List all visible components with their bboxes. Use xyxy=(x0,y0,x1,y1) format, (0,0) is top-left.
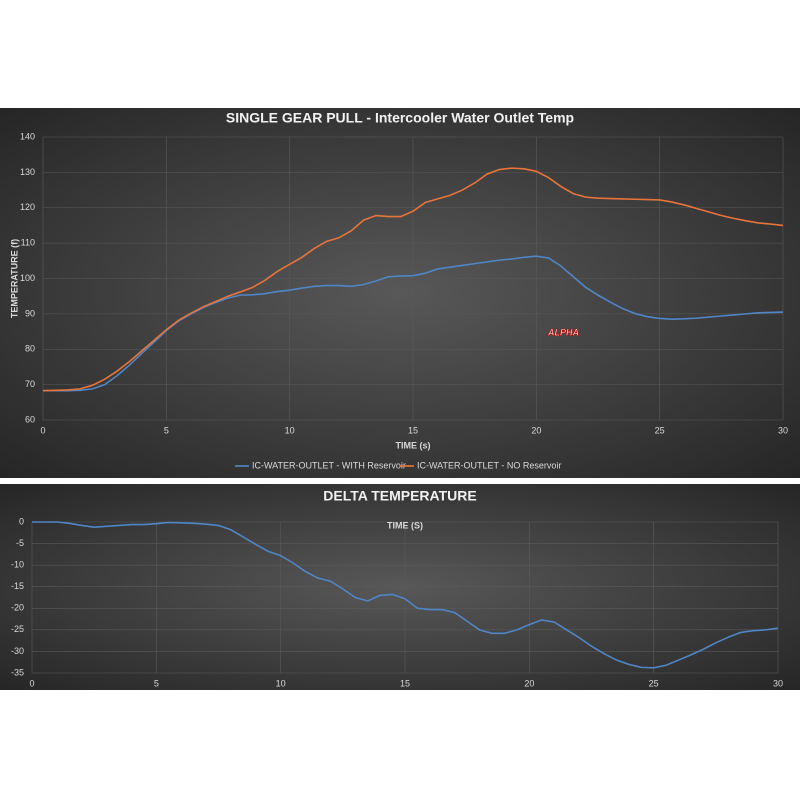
y-tick-label: -15 xyxy=(11,581,24,591)
y-tick-label: 100 xyxy=(20,273,35,283)
x-tick-label: 0 xyxy=(40,425,45,435)
y-tick-label: -25 xyxy=(11,624,24,634)
x-tick-label: 5 xyxy=(154,678,159,688)
x-tick-label: 20 xyxy=(531,425,541,435)
panel-background xyxy=(0,108,800,478)
y-tick-label: 90 xyxy=(25,308,35,318)
x-tick-label: 30 xyxy=(773,678,783,688)
data-line xyxy=(42,167,784,392)
legend-label: IC-WATER-OUTLET - NO Reservoir xyxy=(417,460,561,470)
y-tick-label: -30 xyxy=(11,646,24,656)
x-tick-label: 20 xyxy=(524,678,534,688)
x-tick-label: 25 xyxy=(655,425,665,435)
y-axis-label: TEMPERATURE (f) xyxy=(9,239,19,318)
y-tick-label: -5 xyxy=(16,538,24,548)
y-tick-label: 80 xyxy=(25,344,35,354)
x-tick-label: 10 xyxy=(285,425,295,435)
x-tick-label: 0 xyxy=(29,678,34,688)
y-tick-label: -35 xyxy=(11,667,24,677)
data-line xyxy=(32,521,779,669)
x-tick-label: 25 xyxy=(649,678,659,688)
chart-title: DELTA TEMPERATURE xyxy=(323,488,476,504)
x-axis-label: TIME (S) xyxy=(387,520,423,530)
x-tick-label: 15 xyxy=(408,425,418,435)
chart-title: SINGLE GEAR PULL - Intercooler Water Out… xyxy=(226,110,574,126)
y-tick-label: 140 xyxy=(20,131,35,141)
logo: ALPHA xyxy=(547,327,579,337)
y-tick-label: 60 xyxy=(25,414,35,424)
y-tick-label: 120 xyxy=(20,202,35,212)
x-axis-label: TIME (s) xyxy=(396,440,431,450)
y-tick-label: 0 xyxy=(19,516,24,526)
y-tick-label: -10 xyxy=(11,560,24,570)
x-tick-label: 5 xyxy=(164,425,169,435)
y-tick-label: 70 xyxy=(25,379,35,389)
x-tick-label: 10 xyxy=(276,678,286,688)
x-tick-label: 30 xyxy=(778,425,788,435)
y-tick-label: 130 xyxy=(20,167,35,177)
legend-label: IC-WATER-OUTLET - WITH Reservoir xyxy=(252,460,406,470)
y-tick-label: -20 xyxy=(11,603,24,613)
x-tick-label: 15 xyxy=(400,678,410,688)
y-tick-label: 110 xyxy=(21,238,35,248)
